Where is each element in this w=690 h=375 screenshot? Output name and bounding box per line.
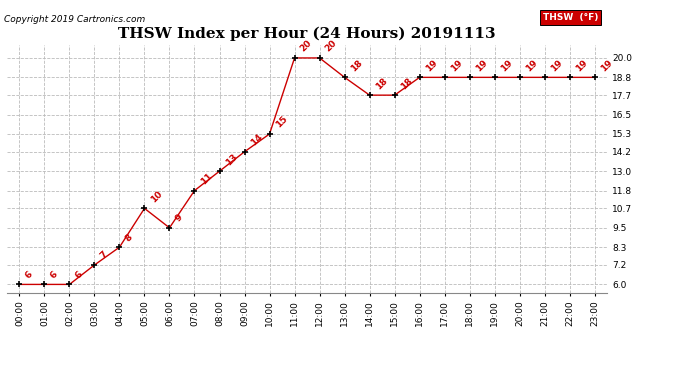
Text: 19: 19 [499,58,514,73]
Title: THSW Index per Hour (24 Hours) 20191113: THSW Index per Hour (24 Hours) 20191113 [118,27,496,41]
Text: 6: 6 [74,270,84,280]
Text: 10: 10 [148,189,164,204]
Text: 6: 6 [48,270,59,280]
Text: 9: 9 [174,213,184,223]
Text: 15: 15 [274,115,289,130]
Text: 19: 19 [574,58,589,73]
Text: 18: 18 [374,76,389,91]
Text: 19: 19 [424,58,439,73]
Text: Copyright 2019 Cartronics.com: Copyright 2019 Cartronics.com [4,15,145,24]
Text: 19: 19 [474,58,489,73]
Text: 18: 18 [348,58,364,73]
Text: 7: 7 [99,250,110,261]
Text: 8: 8 [124,232,135,243]
Text: 19: 19 [448,58,464,73]
Text: 14: 14 [248,132,264,148]
Text: 6: 6 [23,270,34,280]
Text: 19: 19 [549,58,564,73]
Text: 19: 19 [524,58,539,73]
Text: 20: 20 [324,39,339,54]
Text: 20: 20 [299,39,314,54]
Text: 18: 18 [399,76,414,91]
Text: THSW  (°F): THSW (°F) [543,13,598,22]
Text: 19: 19 [599,58,614,73]
Text: 11: 11 [199,171,214,186]
Text: 13: 13 [224,152,239,167]
